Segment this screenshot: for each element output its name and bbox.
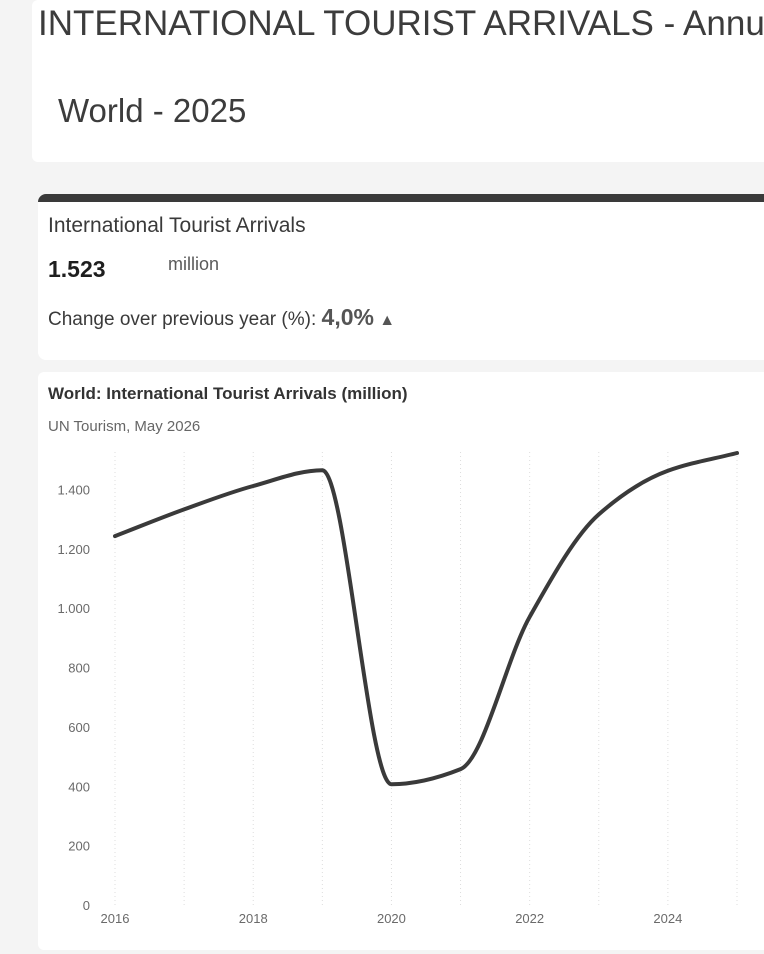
y-tick-label: 1.000 (57, 601, 90, 616)
data-point-2024[interactable] (665, 468, 671, 474)
chart-source: UN Tourism, May 2026 (48, 418, 201, 435)
y-tick-label: 1.200 (57, 542, 90, 557)
series-line (113, 451, 739, 787)
data-point-2023[interactable] (596, 511, 602, 517)
kpi-unit: million (168, 254, 220, 274)
data-point-2016[interactable] (112, 533, 118, 539)
kpi-accent-bar (38, 194, 764, 202)
data-point-2019[interactable] (319, 467, 325, 473)
y-tick-label: 800 (68, 661, 90, 676)
data-point-2018[interactable] (250, 483, 256, 489)
chart-title: World: International Tourist Arrivals (m… (48, 384, 408, 403)
triangle-up-icon: ▲ (379, 312, 396, 329)
chart-card: World: International Tourist Arrivals (m… (38, 372, 764, 950)
x-tick-label: 2018 (239, 911, 268, 926)
line-chart: 0 200 400 600 800 1.000 1.200 1.400 2016 2018 2020… (57, 450, 740, 926)
data-point-2021[interactable] (458, 766, 464, 772)
report-title-card: INTERNATIONAL TOURIST ARRIVALS - Annual … (32, 0, 764, 162)
y-tick-label: 600 (68, 720, 90, 735)
x-tick-label: 2024 (653, 911, 682, 926)
data-point-2025[interactable] (734, 450, 740, 456)
y-tick-label: 0 (83, 898, 90, 913)
y-tick-label: 1.400 (57, 483, 90, 498)
data-point-2020[interactable] (388, 781, 394, 787)
data-point-2017[interactable] (181, 506, 187, 512)
kpi-change-value: 4,0% (321, 304, 374, 330)
report-subtitle: World - 2025 (58, 92, 247, 129)
kpi-value: 1.523 (48, 256, 106, 282)
kpi-card: International Tourist Arrivals 1.523 mil… (38, 194, 764, 360)
kpi-change-label: Change over previous year (%): (48, 309, 317, 330)
data-point-2022[interactable] (527, 614, 533, 620)
kpi-label: International Tourist Arrivals (48, 214, 306, 237)
y-tick-label: 200 (68, 839, 90, 854)
report-title: INTERNATIONAL TOURIST ARRIVALS - Annual (38, 4, 764, 43)
x-tick-label: 2020 (377, 911, 406, 926)
x-tick-label: 2016 (101, 911, 130, 926)
kpi-change: Change over previous year (%): 4,0% ▲ (48, 304, 395, 331)
x-tick-label: 2022 (515, 911, 544, 926)
y-tick-label: 400 (68, 779, 90, 794)
